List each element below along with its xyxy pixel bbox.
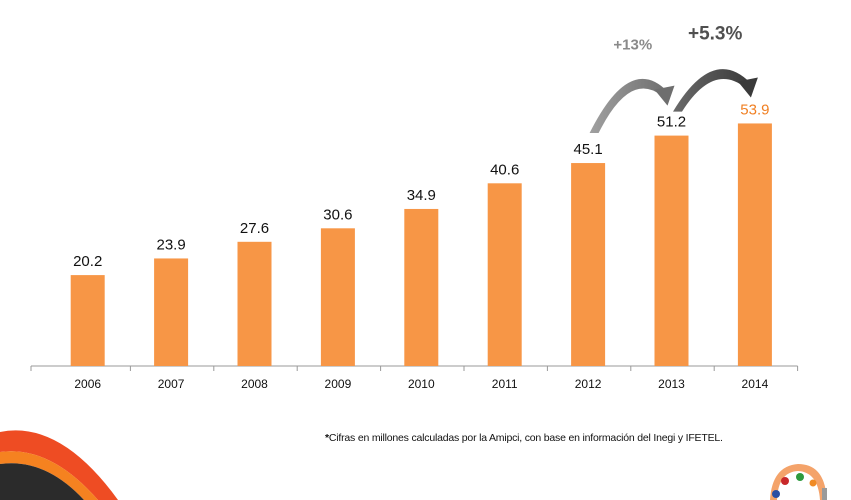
curved-arrow-icon [673, 69, 751, 112]
value-label-2009: 30.6 [323, 206, 352, 223]
x-axis [30, 365, 799, 371]
x-tick-label-2009: 2009 [325, 377, 352, 391]
bar-2008 [237, 241, 272, 366]
footnote-text: Cifras en millones calculadas por la Ami… [328, 432, 723, 444]
bar-2007 [154, 258, 189, 366]
x-tick-label-2008: 2008 [241, 377, 268, 391]
arrow-head-icon [737, 77, 758, 98]
x-tick-label-2006: 2006 [74, 377, 101, 391]
bar-2006 [70, 275, 105, 366]
value-label-2012: 45.1 [573, 141, 602, 158]
value-label-2006: 20.2 [73, 253, 102, 270]
curved-arrow-icon [589, 78, 668, 134]
bars [70, 123, 772, 366]
value-label-2007: 23.9 [156, 236, 185, 253]
value-label-2008: 27.6 [240, 220, 269, 237]
x-tick-label-2010: 2010 [408, 377, 435, 391]
footnote-asterisk: * [325, 432, 329, 444]
footnote: *Cifras en millones calculadas por la Am… [325, 432, 723, 444]
amipci-logo [770, 464, 827, 500]
x-tick-label-2014: 2014 [742, 377, 769, 391]
x-tick-label-2011: 2011 [492, 377, 518, 391]
bar-2014 [737, 123, 772, 366]
bar-2010 [404, 208, 439, 366]
x-tick-label-2013: 2013 [658, 377, 685, 391]
orange-black-swoosh-logo [0, 430, 118, 500]
red-ball-icon [781, 477, 789, 485]
growth-annotations: +13% +5.3% [589, 23, 758, 134]
bar-2009 [320, 228, 355, 366]
bar-2011 [487, 183, 522, 366]
bar-2012 [571, 163, 606, 366]
bar-2013 [654, 135, 689, 366]
value-label-2013: 51.2 [657, 114, 686, 131]
x-tick-labels: 2006 2007 2008 2009 2010 2011 2012 2013 2014 [74, 377, 768, 391]
value-label-2010: 34.9 [407, 187, 436, 204]
green-ball-icon [796, 473, 804, 481]
value-label-2014: 53.9 [740, 101, 769, 118]
x-tick-label-2012: 2012 [575, 377, 602, 391]
growth-label-2014: +5.3% [688, 23, 743, 44]
orange-ball-icon [809, 479, 817, 487]
blue-ball-icon [772, 490, 780, 498]
value-labels: 20.2 23.9 27.6 30.6 34.9 40.6 45.1 51.2 53.9 [73, 101, 769, 270]
arrow-head-icon [654, 85, 675, 106]
value-label-2011: 40.6 [490, 161, 519, 178]
x-tick-label-2007: 2007 [158, 377, 185, 391]
growth-label-2013: +13% [613, 37, 652, 54]
